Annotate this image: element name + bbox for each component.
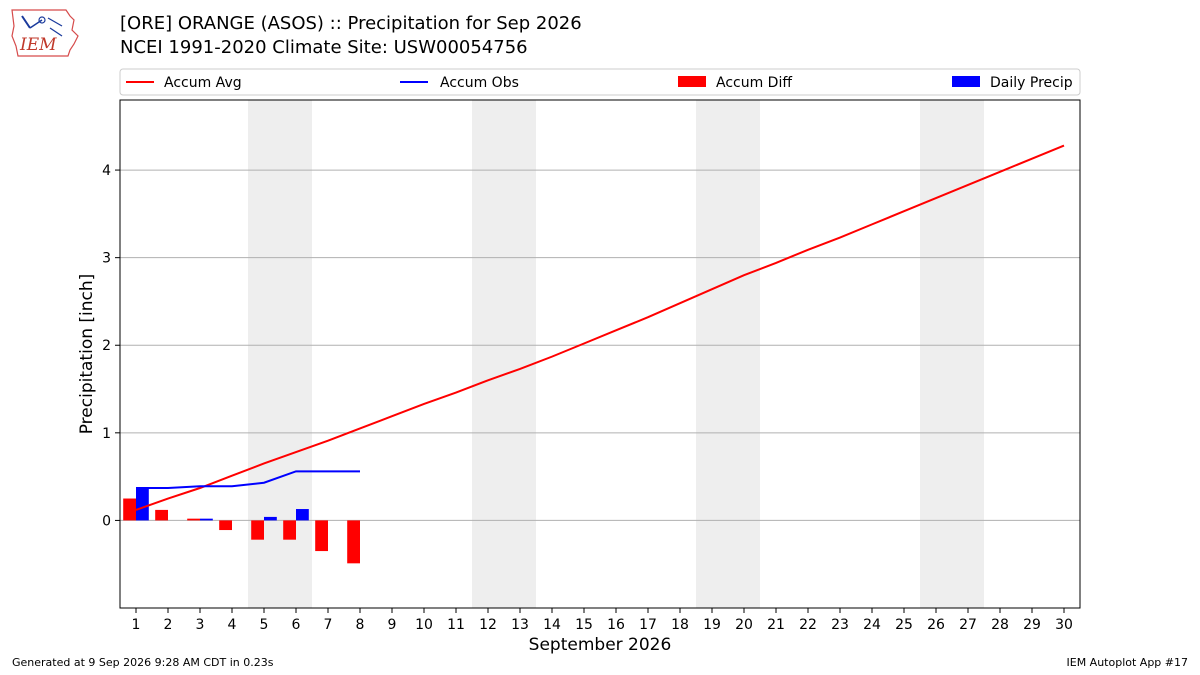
x-tick-label: 28 xyxy=(991,617,1009,633)
weekend-band xyxy=(472,100,536,608)
accum-avg-line xyxy=(135,144,1065,511)
x-tick-label: 9 xyxy=(388,617,397,633)
x-tick-label: 16 xyxy=(607,617,625,633)
x-tick-label: 20 xyxy=(735,617,753,633)
daily-precip-bar xyxy=(200,518,213,521)
x-tick-label: 19 xyxy=(703,617,721,633)
x-tick-label: 2 xyxy=(164,617,173,633)
legend-label: Accum Diff xyxy=(716,75,792,91)
x-tick-label: 29 xyxy=(1023,617,1041,633)
x-tick-label: 12 xyxy=(479,617,497,633)
daily-precip-bar xyxy=(264,516,277,521)
app-footer: IEM Autoplot App #17 xyxy=(1066,656,1189,669)
accum-diff-bar xyxy=(123,498,136,521)
y-tick-label: 1 xyxy=(102,426,111,442)
title-line-2: NCEI 1991-2020 Climate Site: USW00054756 xyxy=(120,37,528,58)
x-tick-label: 6 xyxy=(292,617,301,633)
title-line-1: [ORE] ORANGE (ASOS) :: Precipitation for… xyxy=(120,13,582,34)
legend: Accum Avg Accum Obs Accum Diff Daily Precip xyxy=(119,68,1081,96)
y-tick-label: 4 xyxy=(102,163,111,179)
x-axis-label: September 2026 xyxy=(529,635,672,655)
x-tick-label: 13 xyxy=(511,617,529,633)
accum-diff-bar xyxy=(347,520,360,564)
legend-box xyxy=(119,68,1081,96)
x-tick-label: 24 xyxy=(863,617,881,633)
x-tick-label: 22 xyxy=(799,617,817,633)
x-tick-label: 5 xyxy=(260,617,269,633)
x-tick-label: 4 xyxy=(228,617,237,633)
accum-diff-bar xyxy=(315,520,328,552)
x-tick-label: 21 xyxy=(767,617,785,633)
accum-diff-bar xyxy=(187,518,200,521)
legend-marker xyxy=(952,76,980,87)
x-tick-label: 14 xyxy=(543,617,561,633)
y-tick-label: 2 xyxy=(102,338,111,354)
x-tick-label: 15 xyxy=(575,617,593,633)
x-tick-label: 1 xyxy=(132,617,141,633)
x-tick-label: 23 xyxy=(831,617,849,633)
accum-obs-line xyxy=(136,470,360,490)
y-tick-label: 0 xyxy=(102,513,111,529)
x-tick-label: 30 xyxy=(1055,617,1073,633)
daily-precip-bar xyxy=(136,488,149,521)
x-tick-label: 3 xyxy=(196,617,205,633)
x-tick-label: 11 xyxy=(447,617,465,633)
iem-logo: IEM xyxy=(8,6,80,62)
weekend-band xyxy=(696,100,760,608)
plot-frame xyxy=(119,99,1081,609)
y-tick-label: 3 xyxy=(102,251,111,267)
accum-diff-bar xyxy=(219,520,232,531)
accum-diff-bar xyxy=(251,520,264,540)
x-tick-label: 8 xyxy=(356,617,365,633)
x-tick-label: 26 xyxy=(927,617,945,633)
weekend-band xyxy=(920,100,984,608)
legend-label: Daily Precip xyxy=(990,75,1073,91)
x-tick-label: 27 xyxy=(959,617,977,633)
accum-diff-bar xyxy=(155,509,168,521)
legend-label: Accum Avg xyxy=(164,75,242,91)
y-axis-label: Precipitation [inch] xyxy=(77,274,97,435)
x-tick-label: 10 xyxy=(415,617,433,633)
legend-label: Accum Obs xyxy=(440,75,519,91)
x-tick-label: 25 xyxy=(895,617,913,633)
x-tick-label: 18 xyxy=(671,617,689,633)
accum-diff-bar xyxy=(283,520,296,540)
chart-title: [ORE] ORANGE (ASOS) :: Precipitation for… xyxy=(120,12,582,60)
generated-footer: Generated at 9 Sep 2026 9:28 AM CDT in 0… xyxy=(12,656,274,669)
legend-marker xyxy=(678,76,706,87)
x-tick-label: 17 xyxy=(639,617,657,633)
logo-text: IEM xyxy=(19,35,57,55)
daily-precip-bar xyxy=(296,509,309,521)
x-tick-label: 7 xyxy=(324,617,333,633)
